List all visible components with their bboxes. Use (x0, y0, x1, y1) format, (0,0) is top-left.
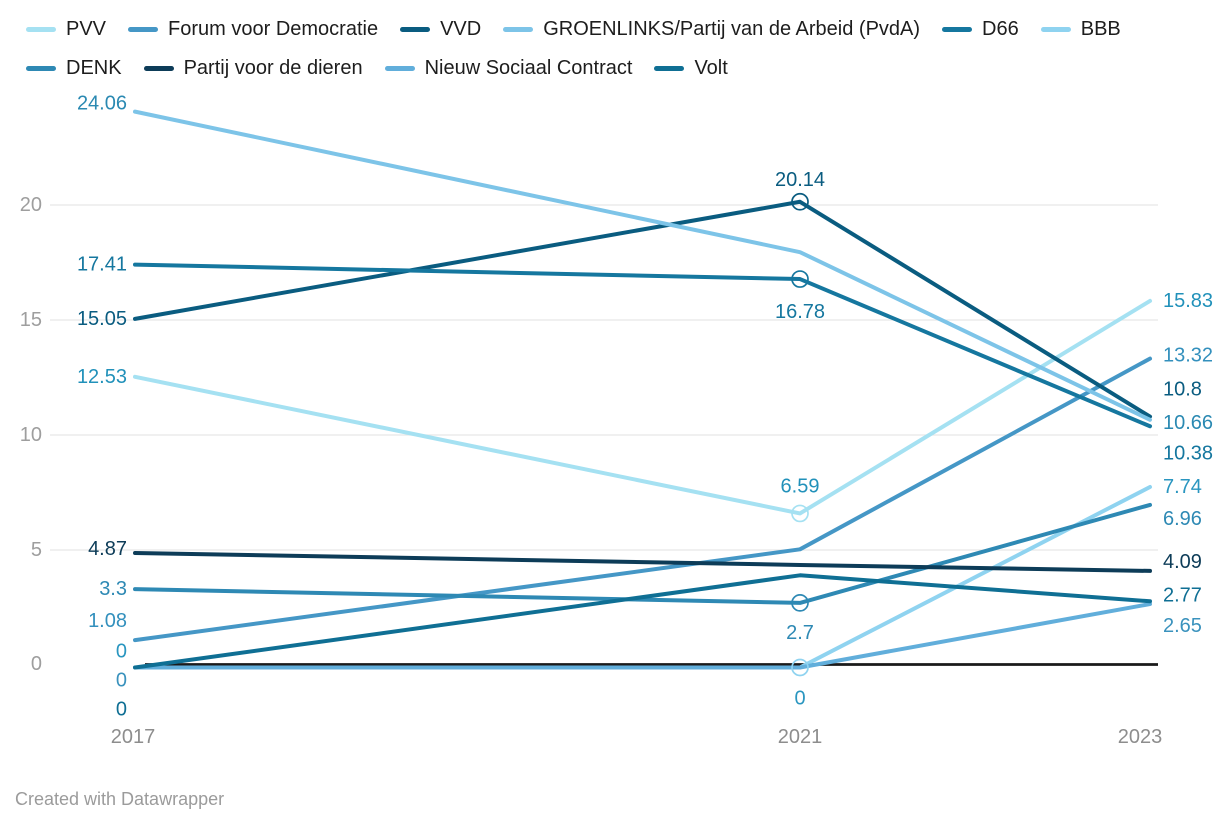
legend-swatch-icon (942, 26, 973, 32)
y-tick-label: 20 (20, 194, 42, 216)
point-marker-vvd (791, 192, 809, 211)
legend-label: Partij voor de dieren (183, 57, 363, 79)
legend-label: VVD (440, 18, 482, 40)
series-line-denk (133, 502, 1152, 605)
value-label-denk: 6.96 (1163, 508, 1202, 530)
legend-swatch-icon (400, 26, 431, 32)
value-label-vvd: 15.05 (77, 308, 127, 330)
series-line-d66 (133, 262, 1152, 429)
legend-label: Volt (694, 57, 728, 79)
value-label-bbb: 7.74 (1163, 476, 1202, 498)
y-tick-label: 15 (20, 309, 42, 331)
value-label-forum-voor-democratie: 1.08 (88, 610, 127, 632)
legend-item-vvd: VVD (400, 16, 481, 42)
legend-item-denk: DENK (26, 55, 122, 81)
legend-label: DENK (66, 57, 122, 79)
value-label-nieuw-sociaal-contract: 2.65 (1163, 615, 1202, 637)
x-axis-label: 2023 (1118, 726, 1163, 748)
value-label-d66: 16.78 (775, 301, 825, 323)
legend-swatch-icon (503, 26, 534, 32)
x-axis-label: 2017 (111, 726, 156, 748)
legend-row: DENK Partij voor de dieren Nieuw Sociaal C… (26, 55, 1206, 81)
attribution-text: Created with Datawrapper (15, 789, 225, 809)
legend-item-groenlinks-partij-van-de-arbeid-pvda: GROENLINKS/Partij van de Arbeid (PvdA) (503, 16, 920, 42)
legend-label: GROENLINKS/Partij van de Arbeid (PvdA) (543, 18, 921, 40)
y-tick-label: 0 (31, 653, 42, 675)
legend-item-pvv: PVV (26, 16, 106, 42)
value-label-partij-voor-de-dieren: 4.87 (88, 538, 127, 560)
legend-swatch-icon (143, 65, 174, 71)
legend-item-d66: D66 (942, 16, 1019, 42)
value-label-groenlinks-partij-van-de-arbeid-pvda: 24.06 (77, 93, 127, 115)
y-tick-label: 10 (20, 424, 42, 446)
value-label-denk: 3.3 (99, 578, 127, 600)
value-label-d66: 17.41 (77, 254, 127, 276)
point-marker-bbb (791, 658, 809, 677)
series-line-pvv (133, 298, 1152, 516)
legend-swatch-icon (1040, 26, 1071, 32)
value-label-vvd: 10.8 (1163, 379, 1202, 401)
legend-swatch-icon (26, 26, 56, 32)
legend-swatch-icon (128, 26, 159, 32)
series-line-vvd (133, 199, 1152, 419)
legend-label: BBB (1080, 18, 1121, 40)
point-marker-denk (791, 594, 809, 612)
y-tick-label: 5 (31, 539, 42, 561)
legend-swatch-icon (384, 65, 415, 71)
legend-item-partij-voor-de-dieren: Partij voor de dieren (143, 55, 363, 81)
value-label-volt: 2.77 (1163, 584, 1202, 606)
series-line-bbb (133, 484, 1152, 670)
value-label-nieuw-sociaal-contract: 0 (116, 670, 127, 692)
legend-label: Nieuw Sociaal Contract (424, 57, 633, 79)
point-marker-pvv (791, 504, 809, 523)
value-label-bbb: 0 (116, 641, 127, 663)
series-line-forum-voor-democratie (133, 356, 1152, 643)
legend-row: PVV Forum voor Democratie VVD GROENLINKS/Pa… (26, 16, 1206, 42)
value-label-pvv: 12.53 (77, 366, 127, 388)
legend-swatch-icon (654, 65, 685, 71)
series-line-volt (133, 573, 1152, 670)
value-label-forum-voor-democratie: 13.32 (1163, 345, 1213, 367)
series-line-nieuw-sociaal-contract (133, 602, 1152, 670)
legend-label: PVV (66, 18, 107, 40)
point-marker-d66 (791, 270, 809, 288)
value-label-bbb: 0 (794, 688, 805, 710)
legend-label: Forum voor Democratie (168, 18, 379, 40)
value-label-groenlinks-partij-van-de-arbeid-pvda: 10.66 (1163, 412, 1213, 434)
legend-item-forum-voor-democratie: Forum voor Democratie (128, 16, 378, 42)
value-label-denk: 2.7 (786, 622, 814, 644)
value-label-volt: 0 (116, 699, 127, 721)
legend-swatch-icon (26, 65, 56, 71)
x-axis-label: 2021 (778, 726, 823, 748)
series-line-partij-voor-de-dieren (133, 550, 1152, 573)
legend-item-bbb: BBB (1040, 16, 1121, 42)
value-label-pvv: 15.83 (1163, 290, 1213, 312)
value-label-partij-voor-de-dieren: 4.09 (1163, 551, 1202, 573)
series-line-groenlinks-partij-van-de-arbeid-pvda (133, 109, 1152, 422)
legend-item-volt: Volt (654, 55, 728, 81)
legend-item-nieuw-sociaal-contract: Nieuw Sociaal Contract (384, 55, 633, 81)
legend-label: D66 (982, 18, 1019, 40)
value-label-d66: 10.38 (1163, 442, 1213, 464)
value-label-vvd: 20.14 (775, 169, 825, 191)
chart-legend: PVV Forum voor Democratie VVD GROENLINKS/Pa… (26, 16, 1206, 81)
value-label-pvv: 6.59 (781, 475, 820, 497)
